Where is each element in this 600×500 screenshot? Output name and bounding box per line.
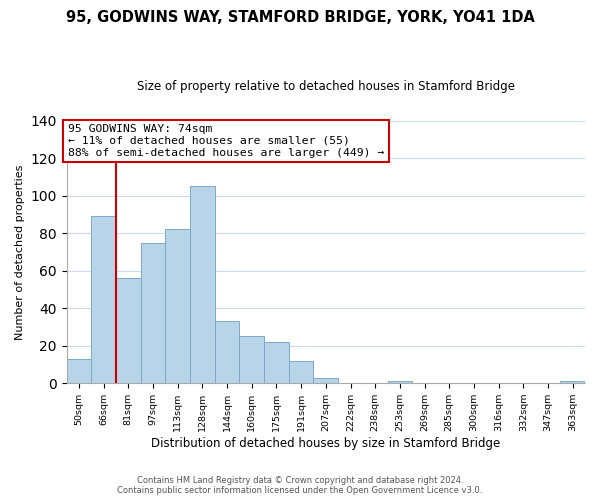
Bar (313, 378, 338, 383)
Bar (239, 336, 264, 383)
Bar (388, 382, 412, 383)
Bar (264, 342, 289, 383)
Bar (215, 322, 239, 383)
Bar (67, 359, 91, 383)
Title: Size of property relative to detached houses in Stamford Bridge: Size of property relative to detached ho… (137, 80, 515, 93)
Text: 95, GODWINS WAY, STAMFORD BRIDGE, YORK, YO41 1DA: 95, GODWINS WAY, STAMFORD BRIDGE, YORK, … (65, 10, 535, 25)
Bar (116, 278, 141, 383)
Bar (289, 360, 313, 383)
Bar (190, 186, 215, 383)
Text: 95 GODWINS WAY: 74sqm
← 11% of detached houses are smaller (55)
88% of semi-deta: 95 GODWINS WAY: 74sqm ← 11% of detached … (68, 124, 384, 158)
Bar (91, 216, 116, 383)
X-axis label: Distribution of detached houses by size in Stamford Bridge: Distribution of detached houses by size … (151, 437, 500, 450)
Y-axis label: Number of detached properties: Number of detached properties (15, 164, 25, 340)
Bar (166, 230, 190, 383)
Bar (560, 382, 585, 383)
Text: Contains HM Land Registry data © Crown copyright and database right 2024.
Contai: Contains HM Land Registry data © Crown c… (118, 476, 482, 495)
Bar (141, 242, 166, 383)
